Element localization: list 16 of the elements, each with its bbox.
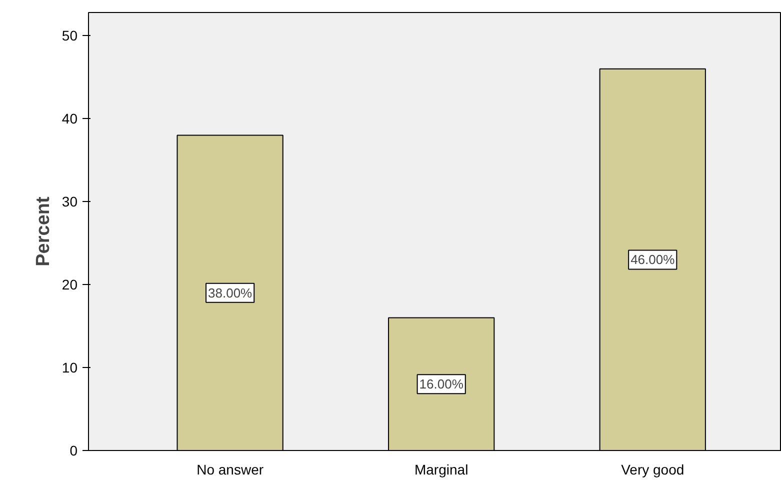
y-tick-label: 50 [62,28,78,44]
bar [599,68,706,450]
bar [176,134,284,450]
y-tick-label: 20 [62,276,78,293]
x-tick-label: No answer [196,462,264,478]
data-label: 38.00% [208,285,253,300]
x-tick-label: Very good [621,462,684,478]
y-tick-label: 0 [70,442,78,458]
y-tick-label: 30 [62,194,78,210]
y-tick-label: 40 [62,110,78,127]
y-tick-label: 10 [62,360,78,376]
data-label: 46.00% [630,252,676,268]
x-tick-label: Marginal [414,462,468,478]
y-axis-title: Percent [32,196,54,266]
data-label: 16.00% [419,376,464,392]
bar [388,317,495,450]
